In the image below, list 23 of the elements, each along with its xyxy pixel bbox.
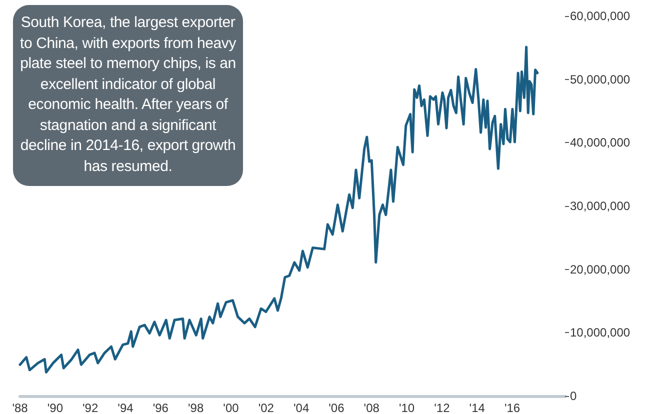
x-tick-label: '02 [258,401,274,414]
x-tick-label: '08 [364,401,380,414]
x-tick-label: '92 [82,401,98,414]
y-tick-label: 40,000,000 [570,136,630,150]
y-tick-label: 20,000,000 [570,262,630,276]
x-tick-label: '04 [293,401,310,414]
x-tick-label: '00 [223,401,240,414]
y-tick-label: 10,000,000 [570,326,630,340]
y-tick-label: 30,000,000 [570,199,630,213]
x-tick-label: '10 [398,401,415,414]
y-tick-label: 50,000,000 [570,72,630,86]
x-tick-label: '96 [152,401,169,414]
x-tick-label: '90 [47,401,64,414]
x-tick-label: '94 [118,401,134,414]
x-tick-label: '98 [188,401,204,414]
y-tick-label: 60,000,000 [570,9,630,23]
x-tick-label: '06 [328,401,345,414]
x-tick-label: '88 [12,401,28,414]
y-tick-label: 0 [570,389,577,403]
x-tick-label: '16 [504,401,520,414]
x-tick-label: '14 [469,401,486,414]
x-tick-label: '12 [434,401,450,414]
annotation: South Korea, the largest exporter to China, with exports from heavy plate steel to memory chips, is an excellent indicator of global economic health. After years of stagnation and a significant decline in 2014-16, export growth has resumed. [13,5,243,186]
